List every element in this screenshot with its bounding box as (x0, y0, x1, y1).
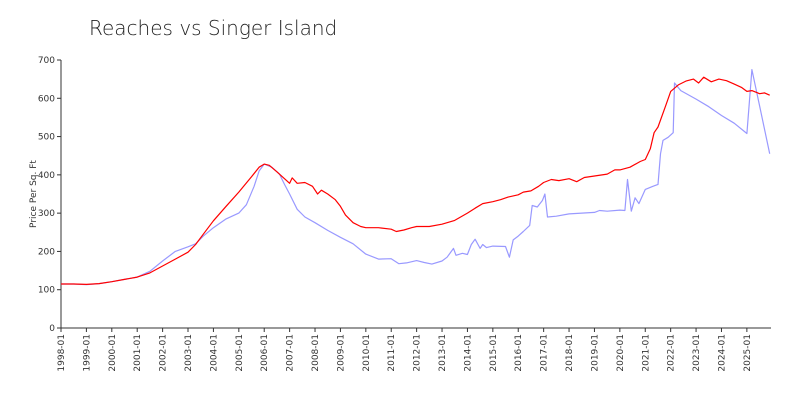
x-tick-label: 2003-01 (184, 334, 194, 372)
x-tick-label: 2008-01 (311, 334, 321, 372)
y-tick-label: 0 (49, 324, 55, 334)
y-tick-label: 700 (38, 56, 55, 66)
x-tick-label: 2004-01 (209, 334, 219, 372)
x-tick-label: 2002-01 (159, 334, 169, 372)
x-tick-label: 2011-01 (387, 334, 397, 372)
y-tick-label: 500 (38, 133, 55, 143)
chart-title: Reaches vs Singer Island (89, 16, 338, 40)
x-tick-label: 2005-01 (235, 334, 245, 372)
series-layer (61, 69, 771, 286)
x-tick-label: 2009-01 (336, 334, 346, 372)
series-line-blue (61, 69, 771, 286)
x-tick-label: 2021-01 (641, 334, 651, 372)
y-tick-label: 100 (38, 286, 55, 296)
y-tick-label: 600 (38, 94, 55, 104)
x-tick-label: 2013-01 (438, 334, 448, 372)
axes: 0 100 200 300 400 500 600 700 1998-01 1999-01 2000… (29, 56, 771, 372)
y-tick-label: 400 (38, 171, 55, 181)
x-tick-label: 2015-01 (489, 334, 499, 372)
x-tick-label: 2010-01 (362, 334, 372, 372)
x-tick-label: 1998-01 (57, 334, 67, 372)
x-tick-label: 2020-01 (616, 334, 626, 372)
x-tick-label: 2014-01 (463, 334, 473, 372)
y-axis-label: Price Per Sq. Ft (29, 160, 39, 228)
x-tick-label: 2023-01 (692, 334, 702, 372)
x-tick-label: 2022-01 (667, 334, 677, 372)
y-tick-label: 200 (38, 247, 55, 257)
x-tick-label: 2016-01 (514, 334, 524, 372)
x-tick-label: 2019-01 (590, 334, 600, 372)
x-tick-label: 2024-01 (717, 334, 727, 372)
x-tick-label: 2001-01 (133, 334, 143, 372)
x-tick-label: 2017-01 (540, 334, 550, 372)
x-tick-label: 2006-01 (260, 334, 270, 372)
x-tick-label: 2018-01 (565, 334, 575, 372)
x-tick-label: 2025-01 (743, 334, 753, 372)
x-tick-label: 2012-01 (413, 334, 423, 372)
x-tick-label: 2007-01 (286, 334, 296, 372)
x-tick-label: 1999-01 (82, 334, 92, 372)
y-tick-label: 300 (38, 209, 55, 219)
x-tick-label: 2000-01 (108, 334, 118, 372)
series-line-red (61, 76, 770, 285)
